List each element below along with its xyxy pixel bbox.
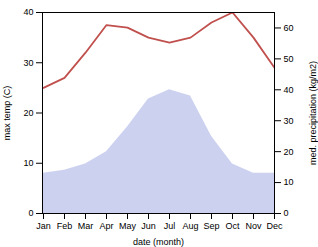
svg-text:30: 30 (284, 116, 294, 126)
svg-text:Jun: Jun (141, 221, 156, 231)
svg-text:40: 40 (23, 7, 33, 17)
svg-text:20: 20 (23, 108, 33, 118)
svg-text:Jul: Jul (164, 221, 176, 231)
svg-text:0: 0 (28, 208, 33, 218)
svg-text:30: 30 (23, 58, 33, 68)
svg-text:10: 10 (284, 177, 294, 187)
svg-text:Jan: Jan (36, 221, 51, 231)
svg-text:med. precipitation (kg/m2): med. precipitation (kg/m2) (308, 61, 318, 165)
svg-text:10: 10 (23, 158, 33, 168)
svg-text:0: 0 (284, 208, 289, 218)
svg-text:Aug: Aug (182, 221, 198, 231)
svg-text:Apr: Apr (99, 221, 113, 231)
svg-text:Oct: Oct (225, 221, 240, 231)
svg-text:Sep: Sep (203, 221, 219, 231)
svg-text:Mar: Mar (78, 221, 94, 231)
svg-text:May: May (119, 221, 137, 231)
svg-text:50: 50 (284, 54, 294, 64)
svg-text:Dec: Dec (266, 221, 283, 231)
svg-text:60: 60 (284, 23, 294, 33)
svg-text:20: 20 (284, 147, 294, 157)
svg-text:40: 40 (284, 85, 294, 95)
svg-text:max temp (C): max temp (C) (2, 86, 12, 141)
svg-text:Nov: Nov (245, 221, 262, 231)
svg-text:date (month): date (month) (133, 237, 184, 247)
svg-text:Feb: Feb (57, 221, 73, 231)
